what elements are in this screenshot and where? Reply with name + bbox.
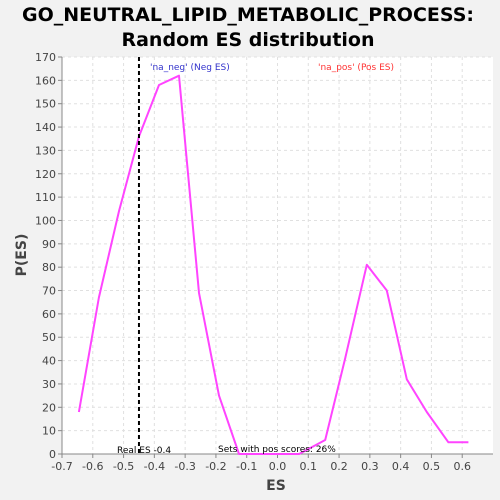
x-tick-label: -0.1 (236, 460, 257, 473)
x-tick-label: -0.4 (144, 460, 165, 473)
y-tick-label: 30 (42, 378, 56, 391)
y-tick-label: 140 (35, 121, 56, 134)
y-tick-label: 110 (35, 191, 56, 204)
chart-title-line1: GO_NEUTRAL_LIPID_METABOLIC_PROCESS: (22, 4, 474, 26)
x-tick-label: 0.2 (330, 460, 348, 473)
x-tick-label: 0.0 (269, 460, 287, 473)
y-tick-label: 60 (42, 308, 56, 321)
x-tick-label: 0.1 (300, 460, 318, 473)
y-tick-label: 50 (42, 331, 56, 344)
x-tick-label: -0.2 (205, 460, 226, 473)
series-line (77, 74, 469, 455)
x-tick-label: -0.5 (113, 460, 134, 473)
pos-es-label: 'na_pos' (Pos ES) (318, 63, 394, 73)
y-tick-label: 120 (35, 168, 56, 181)
y-tick-label: 160 (35, 74, 56, 87)
x-tick-label: 0.5 (423, 460, 441, 473)
x-tick-label: -0.7 (51, 460, 72, 473)
chart-title-line2: Random ES distribution (121, 29, 374, 51)
y-ticks: 0 10 20 30 40 50 60 70 80 90 100 110 120 130 140 150 160… (35, 51, 62, 461)
sets-pos-scores-label: Sets with pos scores: 26% (218, 445, 336, 455)
y-tick-label: 170 (35, 51, 56, 64)
y-axis-label: P(ES) (14, 234, 30, 277)
y-tick-label: 80 (42, 261, 56, 274)
series-layer (77, 74, 469, 455)
y-tick-label: 100 (35, 214, 56, 227)
real-es-label: Real ES -0.4 (117, 446, 171, 456)
neg-es-label: 'na_neg' (Neg ES) (150, 63, 230, 73)
x-tick-label: -0.3 (174, 460, 195, 473)
y-tick-label: 70 (42, 285, 56, 298)
y-tick-label: 20 (42, 401, 56, 414)
y-tick-label: 150 (35, 98, 56, 111)
x-tick-label: -0.6 (82, 460, 103, 473)
y-tick-label: 40 (42, 355, 56, 368)
x-tick-label: 0.3 (361, 460, 379, 473)
x-tick-label: 0.4 (392, 460, 410, 473)
y-tick-label: 0 (49, 448, 56, 461)
y-tick-label: 10 (42, 425, 56, 438)
y-tick-label: 130 (35, 144, 56, 157)
x-ticks: -0.7 -0.6 -0.5 -0.4 -0.3 -0.2 -0.1 0.0 0.1 0.2 0.3… (51, 454, 471, 473)
x-tick-label: 0.6 (453, 460, 471, 473)
y-tick-label: 90 (42, 238, 56, 251)
x-axis-label: ES (266, 478, 286, 494)
grid (61, 56, 493, 455)
